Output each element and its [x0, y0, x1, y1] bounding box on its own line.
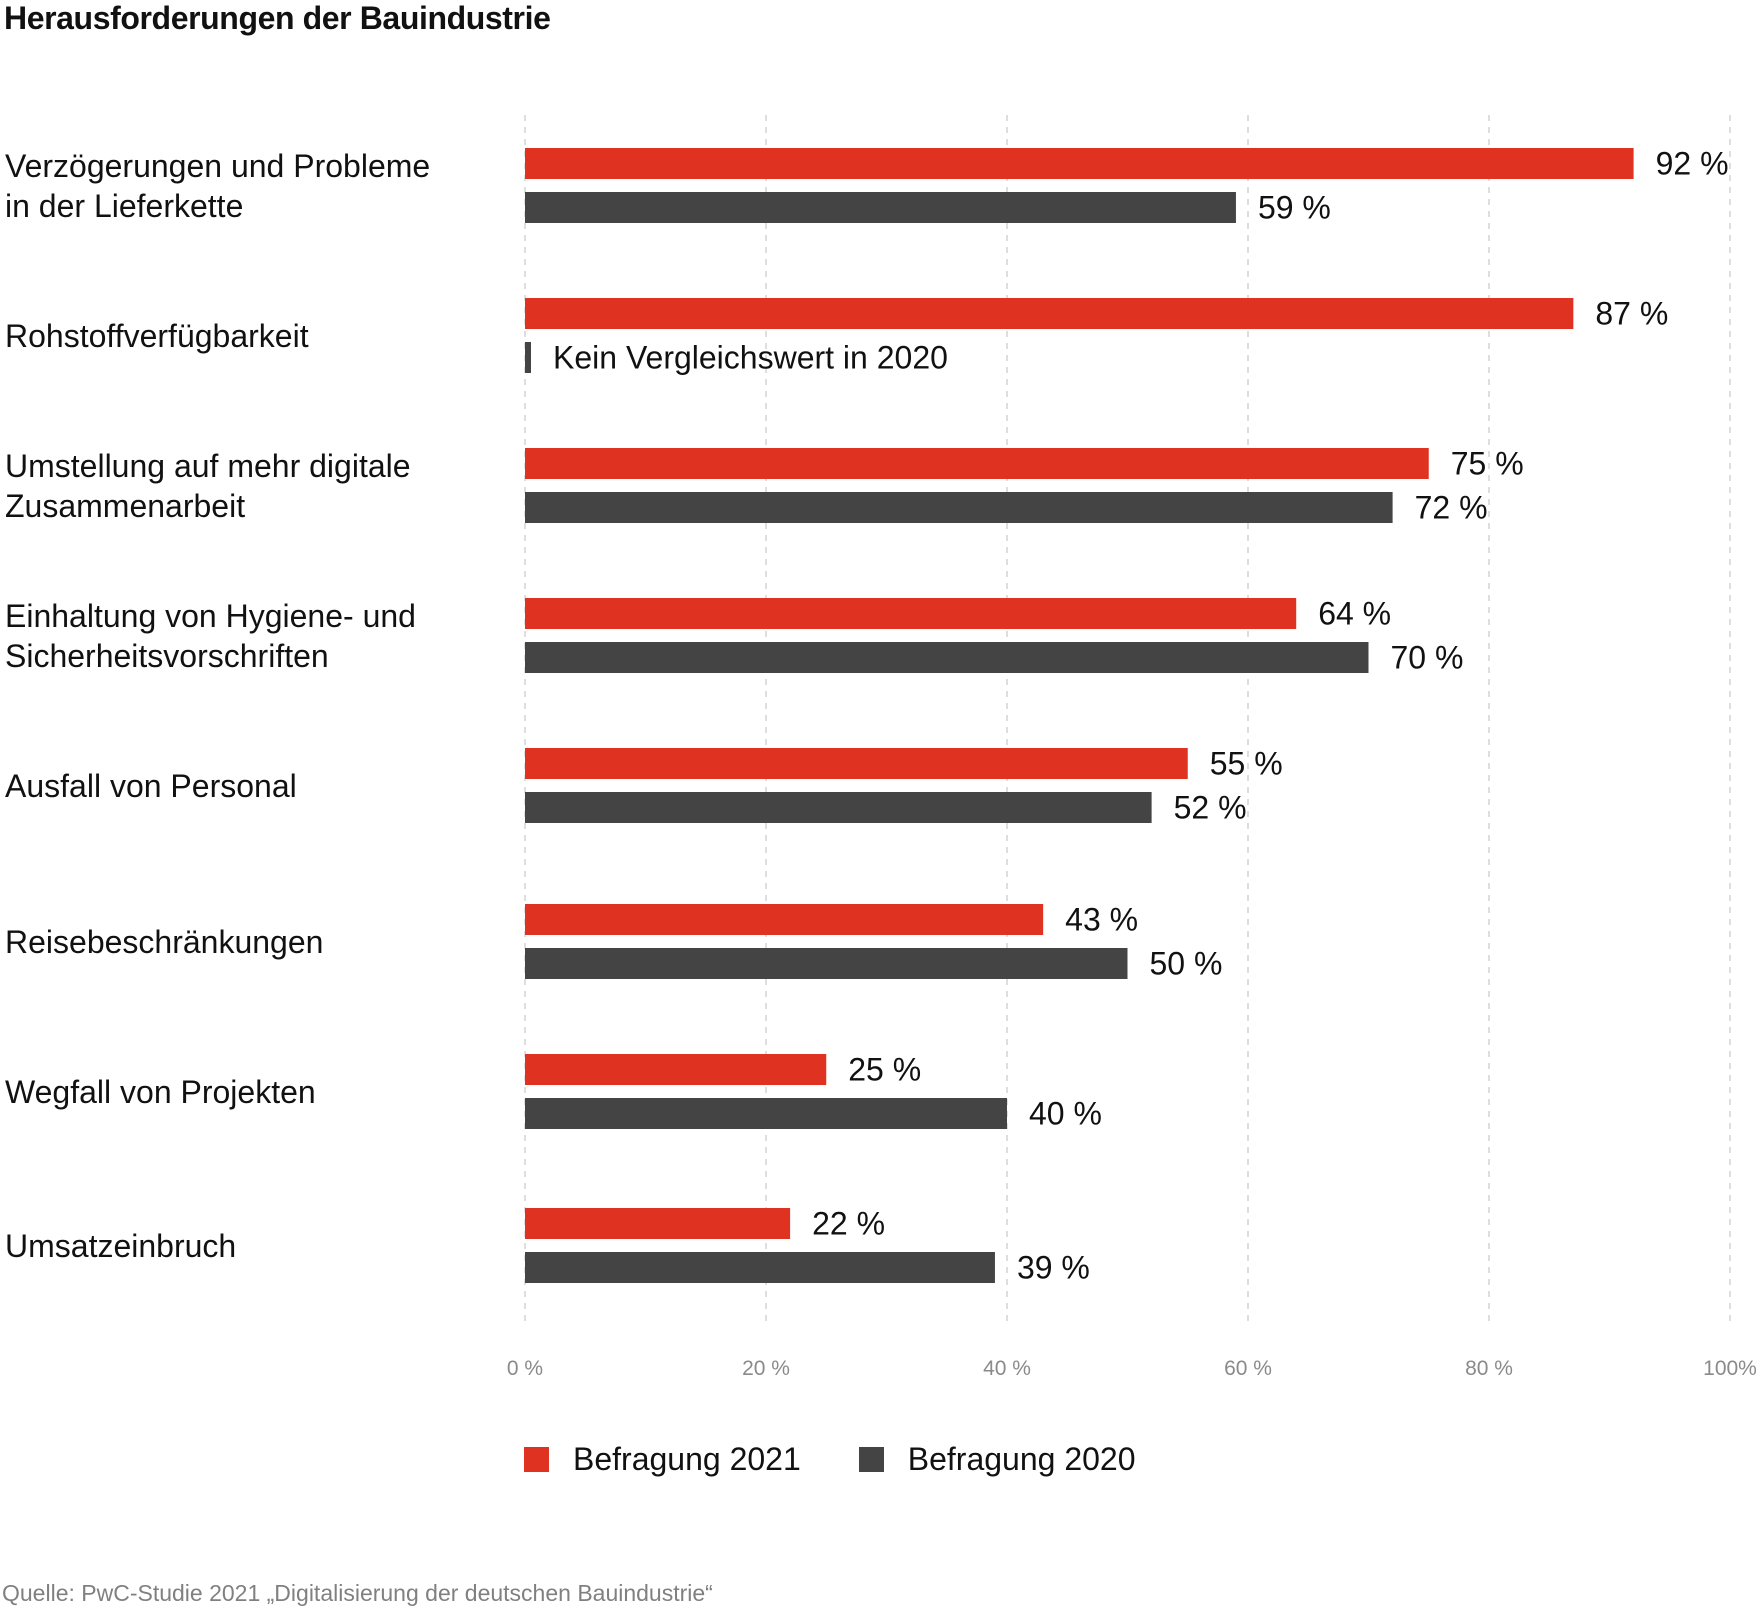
data-label: 59 % [1258, 190, 1331, 226]
bar-stub-no-value [525, 342, 531, 373]
legend-label-2021: Befragung 2021 [573, 1440, 801, 1477]
bar-2021 [525, 448, 1429, 479]
category-label: Ausfall von Personal [5, 766, 505, 806]
category-label-line: Zusammenarbeit [5, 487, 246, 524]
data-label: 25 % [848, 1052, 921, 1088]
bar-2021 [525, 298, 1574, 329]
bar-2020 [525, 1098, 1007, 1129]
legend: Befragung 2021 Befragung 2020 [524, 1437, 1194, 1481]
category-label-line: Umstellung auf mehr digitale [5, 447, 411, 484]
x-tick-label: 100% [1703, 1357, 1757, 1380]
data-label: 75 % [1451, 446, 1524, 482]
bar-2021 [525, 748, 1188, 779]
x-tick-label: 40 % [983, 1357, 1031, 1380]
category-label: Reisebeschränkungen [5, 922, 505, 962]
data-label: 22 % [812, 1206, 885, 1242]
bar-2020 [525, 948, 1128, 979]
data-label: 55 % [1210, 746, 1283, 782]
category-label: Rohstoffverfügbarkeit [5, 316, 505, 356]
category-label-line: in der Lieferkette [5, 187, 244, 224]
source-note: Quelle: PwC-Studie 2021 „Digitalisierung… [2, 1580, 713, 1606]
bar-2020 [525, 792, 1152, 823]
x-tick-label: 0 % [507, 1357, 543, 1380]
data-label: 92 % [1656, 146, 1729, 182]
legend-swatch-2020 [858, 1446, 884, 1472]
category-label-line: Wegfall von Projekten [5, 1073, 316, 1110]
data-label: 40 % [1029, 1096, 1102, 1132]
bar-2020 [525, 192, 1236, 223]
category-label-line: Einhaltung von Hygiene- und [5, 597, 416, 634]
bar-2020 [525, 1252, 995, 1283]
bar-2020 [525, 642, 1369, 673]
data-label: 43 % [1065, 902, 1138, 938]
bar-2021 [525, 1208, 791, 1239]
legend-item-2020: Befragung 2020 [858, 1440, 1136, 1478]
x-tick-label: 20 % [742, 1357, 790, 1380]
category-label: Verzögerungen und Probleme in der Lieferk… [5, 146, 505, 226]
category-label-line: Sicherheitsvorschriften [5, 637, 329, 674]
legend-swatch-2021 [524, 1446, 549, 1472]
category-label-line: Verzögerungen und Probleme [5, 147, 431, 184]
x-tick-label: 80 % [1465, 1357, 1513, 1380]
data-label: 72 % [1415, 490, 1488, 526]
bar-2021 [525, 904, 1044, 935]
bar-2021 [525, 598, 1297, 629]
data-label: 52 % [1174, 790, 1247, 826]
data-label: 87 % [1595, 296, 1668, 332]
data-label: 39 % [1017, 1250, 1090, 1286]
category-label: Umstellung auf mehr digitale Zusammenarbe… [5, 446, 505, 526]
bar-2021 [525, 1054, 827, 1085]
category-label-line: Umsatzeinbruch [5, 1227, 237, 1264]
category-label-line: Rohstoffverfügbarkeit [5, 317, 309, 354]
category-label: Wegfall von Projekten [5, 1072, 505, 1112]
category-label-line: Ausfall von Personal [5, 767, 297, 804]
data-label: 64 % [1318, 596, 1391, 632]
data-label: 70 % [1391, 640, 1464, 676]
category-label: Umsatzeinbruch [5, 1226, 505, 1266]
chart-title: Herausforderungen der Bauindustrie [4, 0, 551, 36]
category-label: Einhaltung von Hygiene- und Sicherheitsvo… [5, 596, 505, 676]
bar-2020 [525, 492, 1393, 523]
bar-2021 [525, 148, 1634, 179]
x-tick-label: 60 % [1224, 1357, 1272, 1380]
legend-item-2021: Befragung 2021 [524, 1441, 801, 1478]
category-label-line: Reisebeschränkungen [5, 923, 324, 960]
data-label: Kein Vergleichswert in 2020 [553, 340, 948, 376]
data-label: 50 % [1150, 946, 1223, 982]
legend-label-2020: Befragung 2020 [907, 1440, 1136, 1477]
